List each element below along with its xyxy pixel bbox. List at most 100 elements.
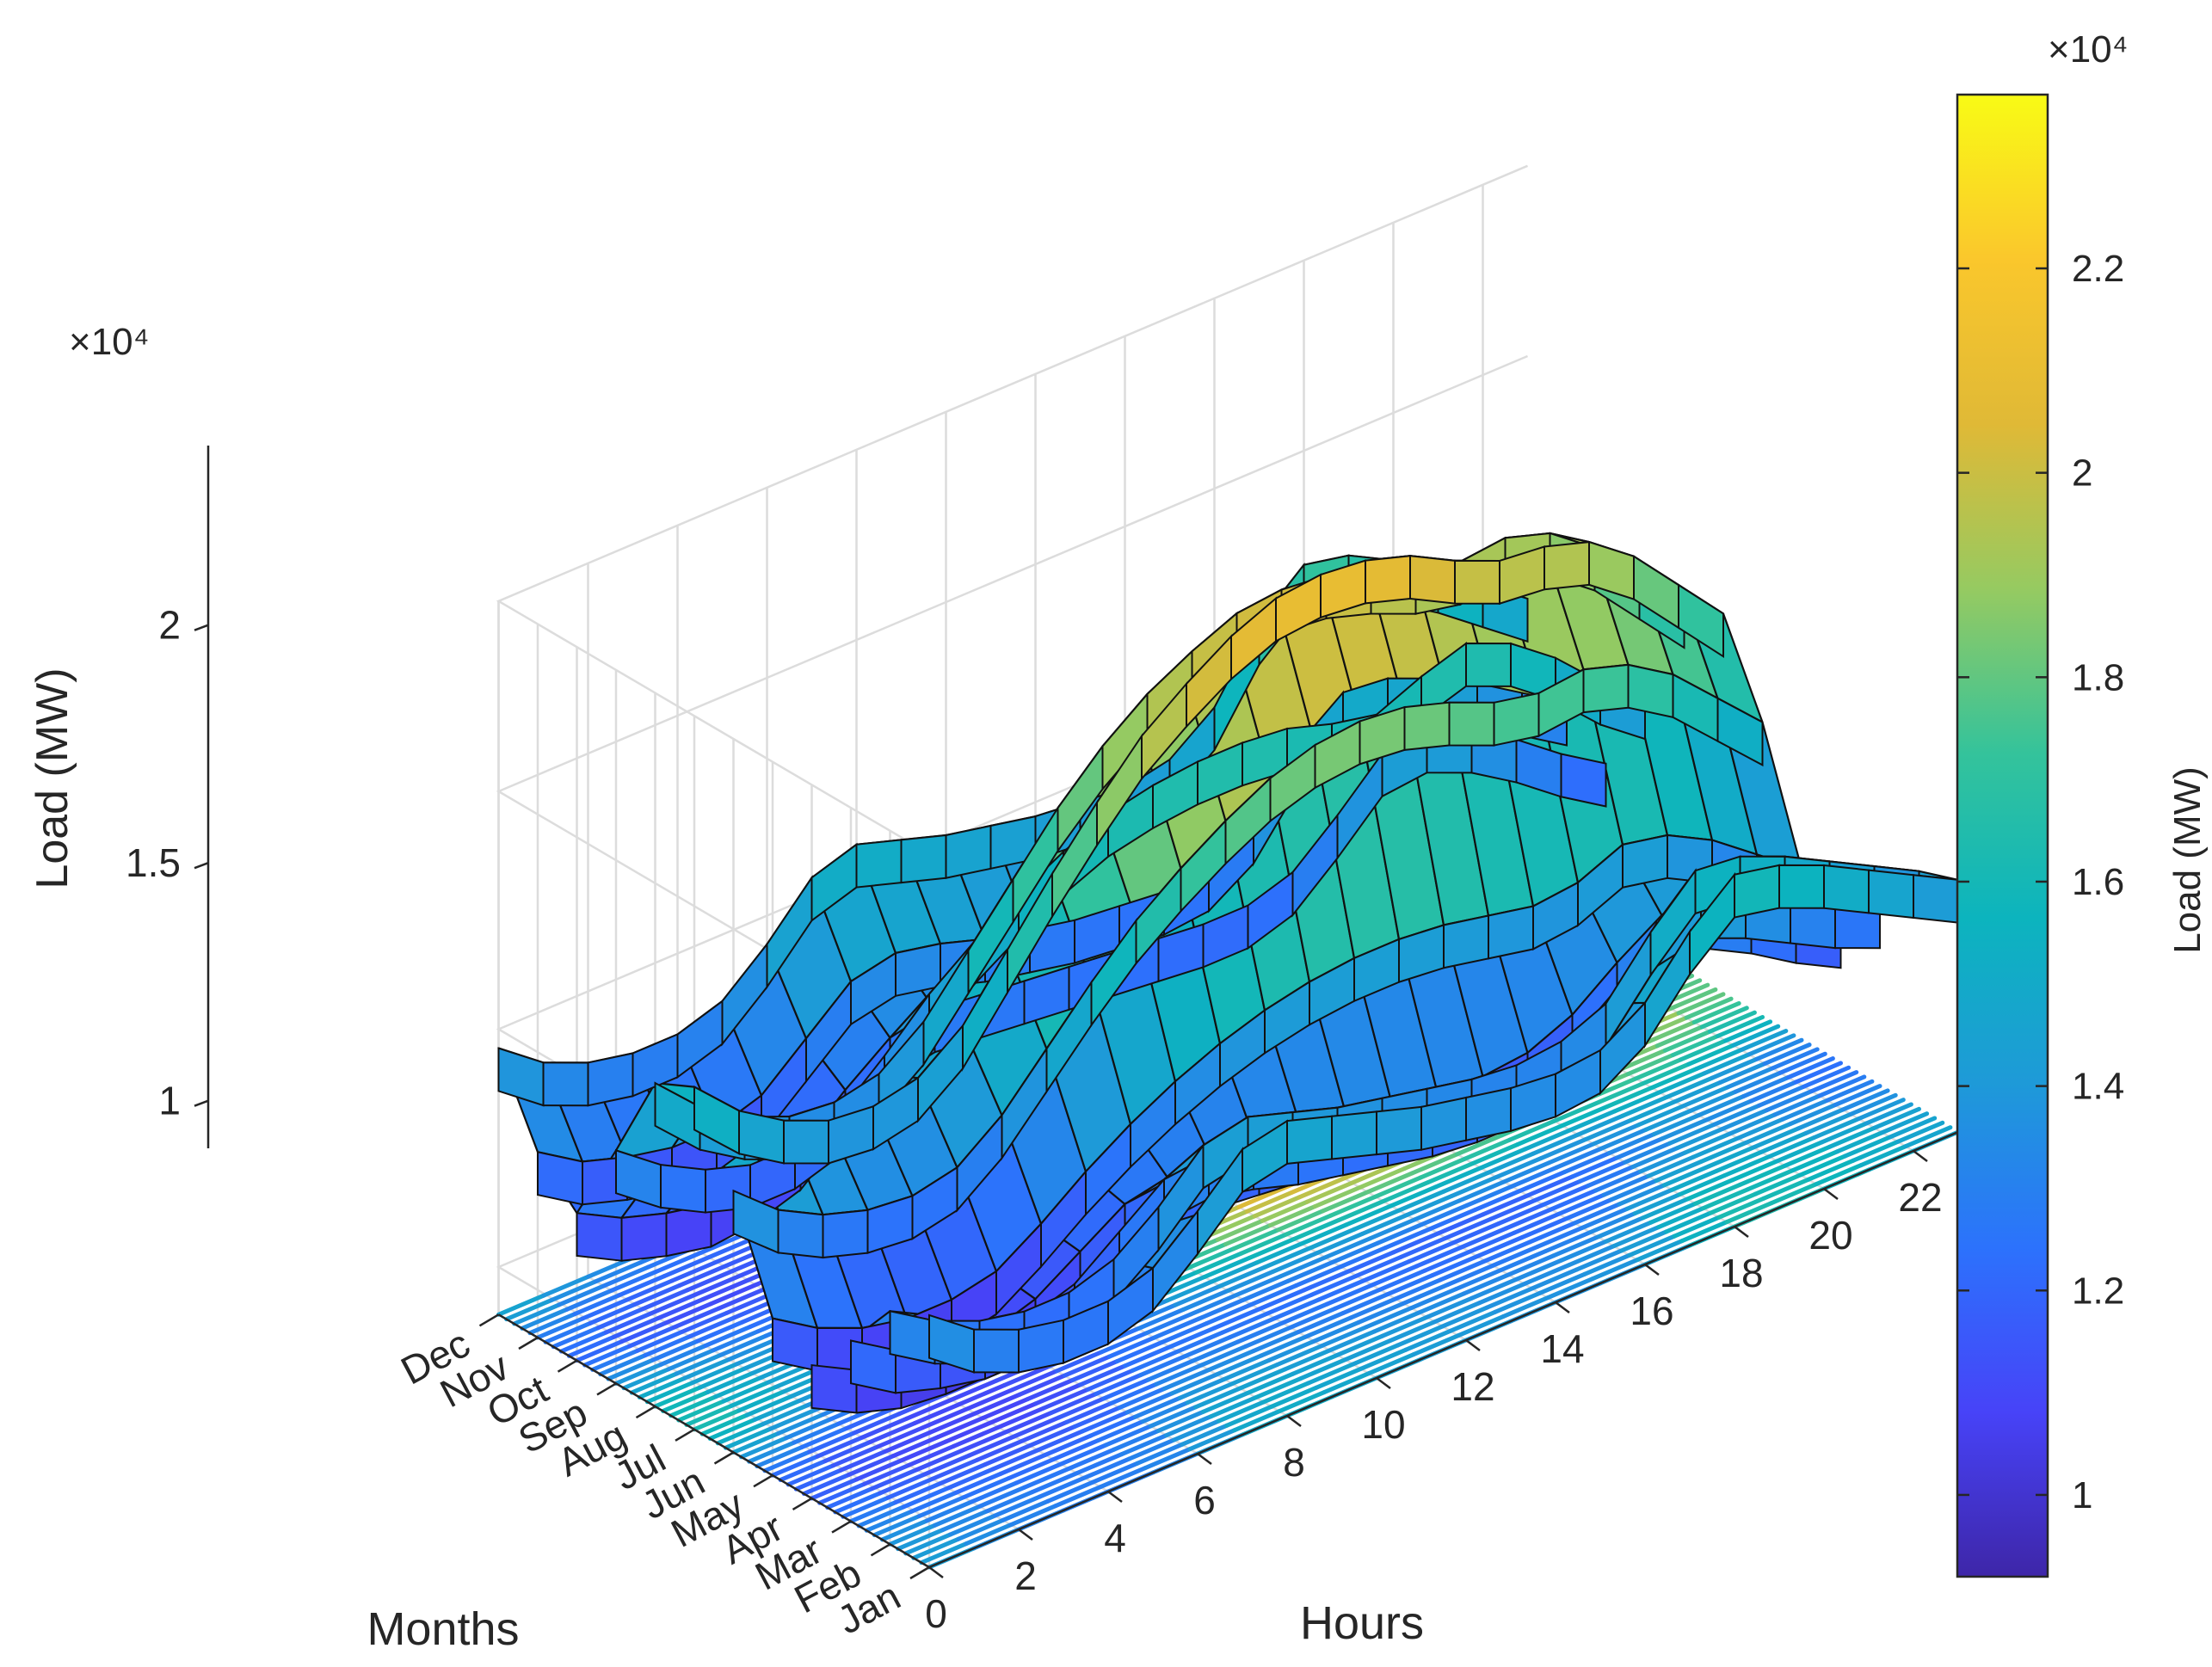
- contour-line: [1236, 1185, 1286, 1209]
- contour-line: [1209, 1395, 1259, 1419]
- x-tick-label: 18: [1719, 1251, 1763, 1295]
- contour-line: [1344, 1203, 1394, 1227]
- contour-line: [1138, 1354, 1188, 1378]
- contour-line: [520, 1307, 570, 1331]
- contour-line: [723, 1426, 773, 1450]
- contour-line: [1472, 1189, 1522, 1213]
- contour-line: [1380, 1314, 1429, 1338]
- contour-line: [1627, 1233, 1677, 1258]
- contour-line: [1220, 1311, 1270, 1335]
- x-tick-label: 22: [1898, 1175, 1942, 1220]
- contour-line: [1609, 1178, 1659, 1203]
- contour-line: [1038, 1475, 1088, 1499]
- contour-line: [972, 1392, 1022, 1416]
- contour-line: [1343, 1338, 1393, 1363]
- x-tick: [1734, 1226, 1749, 1238]
- contour-line: [1180, 1423, 1229, 1447]
- contour-line: [1552, 1099, 1602, 1123]
- load-surface: [497, 532, 1960, 1414]
- contour-line: [1078, 1363, 1127, 1387]
- y-tick: [831, 1520, 852, 1534]
- contour-line: [883, 1430, 933, 1454]
- z-tick-label: 2: [158, 603, 181, 648]
- contour-line: [1512, 1211, 1562, 1235]
- contour-line: [1593, 1169, 1643, 1193]
- contour-line: [1806, 1158, 1856, 1182]
- contour-line: [1322, 1371, 1371, 1395]
- contour-line: [1733, 1070, 1783, 1094]
- contour-line: [1391, 1231, 1440, 1255]
- contour-line: [1470, 1276, 1519, 1301]
- contour-line: [1359, 1347, 1408, 1371]
- contour-line: [1008, 1504, 1058, 1528]
- contour-line: [1165, 1279, 1215, 1303]
- contour-line: [666, 1348, 716, 1372]
- contour-line: [967, 1434, 1017, 1458]
- surface-patch: [1454, 559, 1500, 605]
- contour-line: [1783, 1144, 1832, 1168]
- contour-line: [1177, 1376, 1227, 1400]
- contour-line: [1583, 1118, 1633, 1142]
- x-tick-label: 16: [1630, 1289, 1673, 1333]
- contour-line: [1636, 1104, 1685, 1128]
- surface-patch: [1734, 864, 1780, 919]
- surface-patch: [1913, 874, 1959, 924]
- contour-line: [611, 1315, 661, 1339]
- colorbar-tick-label: 1: [2072, 1474, 2092, 1516]
- contour-line: [1530, 1267, 1580, 1291]
- contour-line: [1819, 1121, 1869, 1145]
- contour-line: [1486, 1151, 1536, 1175]
- contour-line: [1412, 1198, 1462, 1222]
- contour-line: [619, 1320, 669, 1344]
- contour-line: [998, 1452, 1048, 1476]
- contour-line: [669, 1394, 718, 1418]
- contour-line: [1187, 1428, 1237, 1452]
- contour-line: [920, 1406, 970, 1430]
- contour-line: [1546, 1141, 1596, 1166]
- contour-line: [1261, 1381, 1311, 1405]
- surface-patch: [783, 1119, 829, 1165]
- surface-patch: [1716, 697, 1764, 767]
- contour-line: [1872, 1106, 1921, 1130]
- y-axis-line: [497, 1313, 930, 1569]
- contour-line: [807, 1430, 857, 1455]
- surface-patch: [1493, 692, 1540, 747]
- contour-line: [1759, 1130, 1808, 1154]
- surface-patch: [1286, 1115, 1333, 1166]
- contour-line: [885, 1476, 935, 1500]
- contour-line: [841, 1495, 890, 1519]
- contour-line: [1691, 1135, 1741, 1160]
- contour-line: [1112, 1428, 1161, 1452]
- contour-line: [1359, 1213, 1409, 1237]
- contour-line: [1788, 1103, 1838, 1127]
- contour-line: [1626, 1053, 1675, 1076]
- contour-line: [1753, 1172, 1803, 1196]
- contour-line: [964, 1387, 1014, 1412]
- contour-line: [959, 1430, 1009, 1454]
- y-tick: [870, 1543, 891, 1557]
- contour-line: [1735, 1116, 1785, 1141]
- contour-line: [669, 1259, 719, 1283]
- contour-line: [1833, 1084, 1882, 1108]
- contour-line: [916, 1495, 966, 1519]
- contour-line: [1206, 1349, 1256, 1373]
- surface-patch: [738, 1110, 785, 1165]
- colorbar-tick-label: 1.2: [2072, 1270, 2124, 1312]
- contour-line: [1232, 1409, 1282, 1433]
- contour-line: [893, 1481, 943, 1505]
- contour-line: [1710, 1056, 1759, 1080]
- contour-line: [1725, 1066, 1775, 1090]
- contour-line: [1684, 996, 1734, 1020]
- contour-line: [1667, 1122, 1717, 1146]
- contour-line: [899, 1439, 948, 1463]
- contour-line: [1241, 1278, 1291, 1302]
- contour-line: [1207, 1214, 1257, 1238]
- surface-patch: [973, 1328, 1020, 1374]
- contour-line: [572, 1293, 622, 1317]
- contour-line: [1591, 1123, 1641, 1147]
- contour-line: [844, 1407, 894, 1431]
- contour-line: [680, 1310, 730, 1334]
- contour-line: [1090, 1461, 1140, 1485]
- contour-line: [721, 1380, 771, 1404]
- contour-line: [1817, 1074, 1867, 1098]
